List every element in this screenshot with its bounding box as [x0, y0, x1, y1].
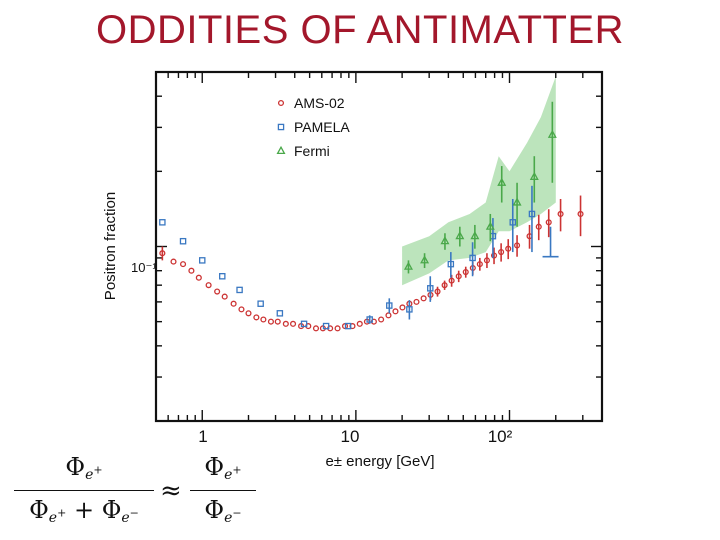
ams-02-point [260, 316, 267, 323]
fermi-point [497, 177, 507, 186]
fermi-point [420, 255, 430, 264]
ams-02-point [159, 250, 166, 257]
x-axis-label: e± energy [GeV] [325, 453, 434, 470]
x-tick-label-100: 10² [488, 427, 513, 446]
fraction-right: Φe+ Φe− [190, 452, 256, 533]
ams-02-point [577, 210, 584, 218]
pamela-point [509, 219, 517, 226]
ams-02-point [498, 249, 505, 256]
pamela-point [179, 237, 187, 245]
fermi-point [470, 231, 480, 240]
ams-02-point [356, 320, 363, 327]
ams-02-point [413, 298, 420, 305]
ams-02-point [312, 325, 320, 332]
legend: AMS-02 PAMELA Fermi [276, 95, 350, 159]
pamela-point [276, 310, 284, 317]
ams-02-point [392, 308, 399, 315]
ams-02-point [535, 223, 542, 230]
ams-02-point [238, 306, 245, 313]
ams-02-point [290, 320, 297, 327]
positron-fraction-formula: Φe+ Φe+ + Φe− ≈ Φe+ Φe− [14, 452, 274, 532]
fermi-point [529, 171, 539, 180]
ams-02-point [195, 274, 202, 281]
pamela-point [236, 286, 243, 294]
pamela-point [257, 300, 264, 307]
legend-label-pamela: PAMELA [294, 119, 350, 135]
x-tick-label-10: 10 [341, 427, 360, 446]
pamela-point [366, 316, 373, 323]
legend-marker-ams-02 [277, 99, 285, 107]
pamela-point [198, 257, 206, 264]
pamela-point [159, 219, 166, 226]
pamela-point [447, 260, 455, 268]
legend-marker-pamela [277, 123, 285, 131]
pamela-point [300, 320, 308, 328]
ams-02-point [378, 316, 385, 323]
ams-02-point [245, 310, 252, 317]
ams-02-point [170, 258, 177, 265]
ams-02-point [267, 318, 274, 325]
ams-02-point [385, 312, 392, 319]
pamela-point [219, 273, 226, 280]
ams-02-point [253, 314, 260, 321]
ams-02-point [448, 277, 455, 284]
plot-frame [154, 70, 604, 423]
ams-02-point [476, 261, 483, 268]
ams-02-point [455, 273, 462, 280]
ams-02-point [434, 288, 441, 295]
ams-02-point [462, 269, 469, 276]
pamela-point [406, 306, 413, 313]
fermi-point [403, 261, 413, 270]
pamela-point [344, 322, 352, 330]
fermi-band-layer [402, 76, 556, 286]
pamela-point [427, 285, 434, 292]
axis-ticks [155, 71, 603, 422]
ams-02-point [557, 210, 564, 218]
fermi-point [440, 236, 450, 245]
ams-02-point [205, 282, 212, 289]
ams-02-point [420, 295, 427, 302]
numerator-left: Φe+ [65, 453, 103, 483]
ams-02-point [221, 293, 228, 300]
denominator-left: Φe+ + Φe− [14, 490, 154, 533]
legend-label-ams-02: AMS-02 [294, 95, 345, 111]
ams-02-point [545, 219, 552, 226]
y-axis-label: Positron fraction [102, 192, 119, 300]
fraction-left: Φe+ Φe+ + Φe− [14, 452, 154, 533]
ams-02-point [514, 242, 521, 249]
legend-marker-fermi [276, 145, 286, 155]
ams-02-point [214, 288, 221, 295]
pamela-point [386, 302, 393, 309]
ams-02-point [490, 252, 498, 259]
fermi-point [547, 129, 557, 138]
ams-02-point [180, 261, 187, 268]
fermi-point [512, 197, 522, 206]
ams-02-point [282, 320, 289, 327]
denominator-right: Φe− [190, 490, 256, 533]
ams-02-point [441, 282, 448, 289]
ams-02-point [505, 245, 512, 252]
x-tick-label-1: 1 [198, 427, 207, 446]
ams-02-point [399, 304, 406, 311]
pamela-point [469, 254, 476, 262]
ams-02-point [230, 300, 237, 307]
fermi-point [455, 231, 465, 240]
numerator-right: Φe+ [204, 453, 242, 483]
data-points [159, 101, 584, 332]
ams-02-point [334, 325, 341, 332]
fermi-uncertainty-band [402, 76, 556, 286]
ams-02-point [274, 318, 281, 325]
y-tick-label: 10⁻¹ [131, 260, 157, 275]
approx-symbol: ≈ [160, 476, 182, 506]
ams-02-point [188, 267, 195, 274]
legend-label-fermi: Fermi [294, 143, 330, 159]
ams-02-point [483, 257, 490, 264]
fermi-point [485, 221, 495, 230]
slide-title: ODDITIES OF ANTIMATTER [95, 8, 625, 52]
pamela-point [528, 210, 536, 218]
pamela-point [322, 322, 330, 330]
